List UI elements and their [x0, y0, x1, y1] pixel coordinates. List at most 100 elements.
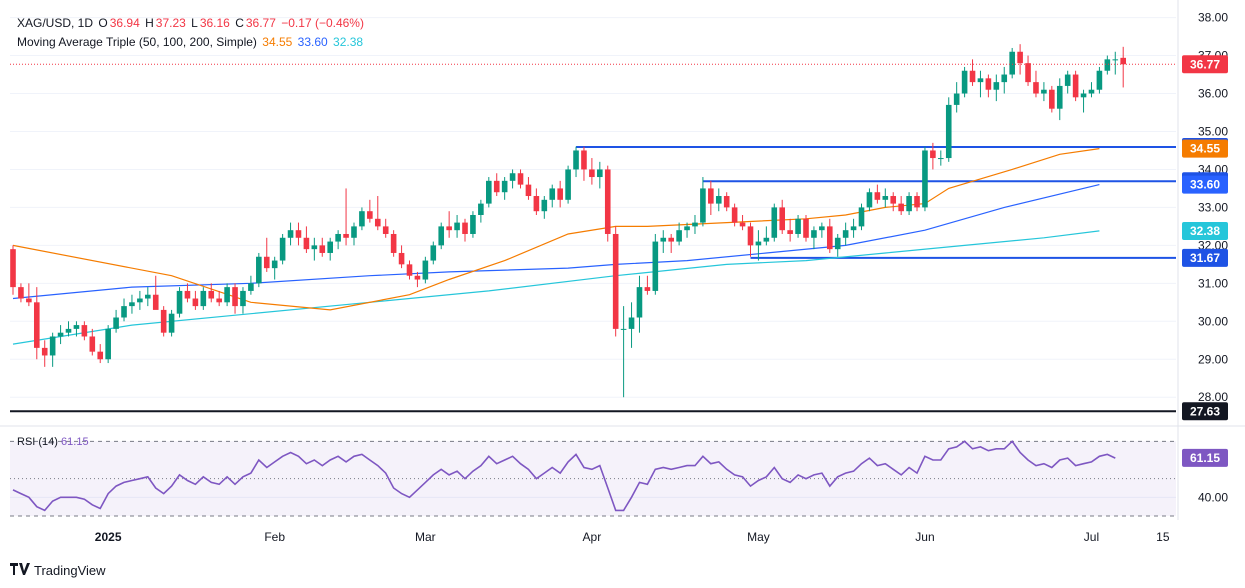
x-tick-label: Mar: [415, 530, 436, 544]
candle-body: [200, 290, 207, 307]
candle-body: [240, 290, 246, 307]
price-tag-label: 36.77: [1190, 57, 1220, 71]
candle-body: [779, 207, 786, 231]
x-tick-label: Jun: [915, 530, 934, 544]
candle-body: [343, 233, 349, 238]
candle-body: [1112, 59, 1119, 61]
candle-body: [509, 173, 516, 181]
rsi-tag-label: 61.15: [1190, 451, 1220, 465]
candle-body: [462, 222, 468, 234]
candle-body: [842, 230, 849, 238]
candle-body: [33, 302, 40, 348]
price-tag-box: [1182, 402, 1228, 421]
candle-body: [1017, 51, 1023, 64]
candle-body: [81, 325, 88, 337]
candle-body: [755, 241, 762, 246]
x-tick-label: 2025: [95, 530, 122, 544]
candle-body: [692, 222, 698, 227]
candle-body: [438, 226, 445, 246]
close-label: C: [235, 16, 244, 30]
candle-body: [866, 192, 873, 208]
candle-body: [715, 196, 722, 204]
candle-body: [961, 70, 968, 94]
brand-footer[interactable]: TradingView: [10, 562, 106, 578]
candle-body: [486, 180, 492, 204]
candle-body: [938, 158, 944, 160]
price-tag-box: [1182, 139, 1228, 158]
candle-body: [763, 237, 770, 242]
candle-body: [41, 347, 48, 356]
rsi-series-line: [12, 440, 1116, 512]
candle-body: [184, 290, 191, 299]
candle-body: [18, 287, 24, 299]
candle-body: [176, 290, 183, 314]
candle-body: [414, 275, 421, 280]
rsi-value: 61.15: [61, 436, 89, 448]
ma200-value: 32.38: [333, 35, 364, 49]
candle-body: [850, 226, 857, 231]
price-tag-label: 32.38: [1190, 224, 1220, 238]
rsi-line: [12, 440, 1116, 512]
candle-body: [422, 260, 429, 280]
open-value: 36.94: [109, 16, 140, 30]
candle-body: [295, 230, 302, 238]
candle-body: [10, 249, 16, 288]
candle-body: [454, 222, 460, 231]
candle-body: [834, 237, 841, 250]
ma-indicator-name[interactable]: Moving Average Triple (50, 100, 200, Sim…: [17, 35, 257, 49]
candle-body: [121, 306, 127, 318]
candle-body: [89, 336, 96, 352]
chart-legend: XAG/USD, 1D O 36.94 H 37.23 L 36.16 C 36.77 …: [17, 14, 366, 52]
candle-body: [398, 252, 405, 265]
candle-body: [1056, 85, 1063, 109]
x-tick-label: Apr: [583, 530, 602, 544]
rsi-background-band: [10, 440, 1176, 517]
candle-body: [922, 150, 928, 208]
open-label: O: [98, 16, 108, 30]
moving-averages: [12, 148, 1100, 345]
sma100-line: [12, 184, 1100, 300]
candle-body: [930, 150, 936, 159]
low-label: L: [191, 16, 198, 30]
candle-body: [803, 218, 809, 238]
candle-body: [914, 196, 920, 208]
y-tick-label: 29.00: [1198, 352, 1228, 366]
candle-body: [906, 196, 912, 212]
x-tick-label: Jul: [1084, 530, 1099, 544]
candle-body: [541, 199, 548, 212]
candle-body: [501, 180, 508, 193]
candle-body: [1064, 74, 1071, 86]
candle-body: [723, 196, 730, 208]
candle-body: [739, 222, 746, 227]
price-tag-label: 34.55: [1190, 142, 1220, 156]
candle-body: [1049, 89, 1055, 109]
candle-body: [858, 207, 865, 227]
candle-body: [977, 78, 984, 83]
candle-body: [589, 169, 595, 178]
candle-body: [581, 150, 587, 170]
candle-body: [390, 233, 397, 253]
time-axis[interactable]: 2025 Feb Mar Apr May Jun Jul 15: [95, 530, 1170, 544]
candle-body: [73, 325, 80, 329]
y-tick-label: 33.00: [1198, 200, 1228, 214]
candle-body: [263, 256, 270, 269]
candle-body: [287, 230, 294, 238]
horizontal-levels: [10, 146, 1176, 413]
candle-body: [993, 82, 1000, 90]
candle-body: [168, 313, 175, 333]
candle-body: [145, 294, 151, 299]
rsi-y-tick-label: 40.00: [1198, 490, 1228, 504]
price-tag-box: [1182, 221, 1228, 240]
rsi-tag-box: [1182, 448, 1228, 467]
price-tag-label: 33.60: [1190, 178, 1220, 192]
candle-body: [152, 294, 159, 310]
y-tick-label: 30.00: [1198, 314, 1228, 328]
candle-body: [216, 298, 222, 303]
rsi-name[interactable]: RSI (14): [17, 436, 58, 448]
candle-body: [660, 237, 667, 242]
symbol-label[interactable]: XAG/USD, 1D: [17, 16, 94, 30]
candle-body: [1009, 51, 1015, 75]
sma50-line: [12, 148, 1100, 311]
candle-body: [684, 226, 690, 231]
y-tick-label: 36.00: [1198, 87, 1228, 101]
